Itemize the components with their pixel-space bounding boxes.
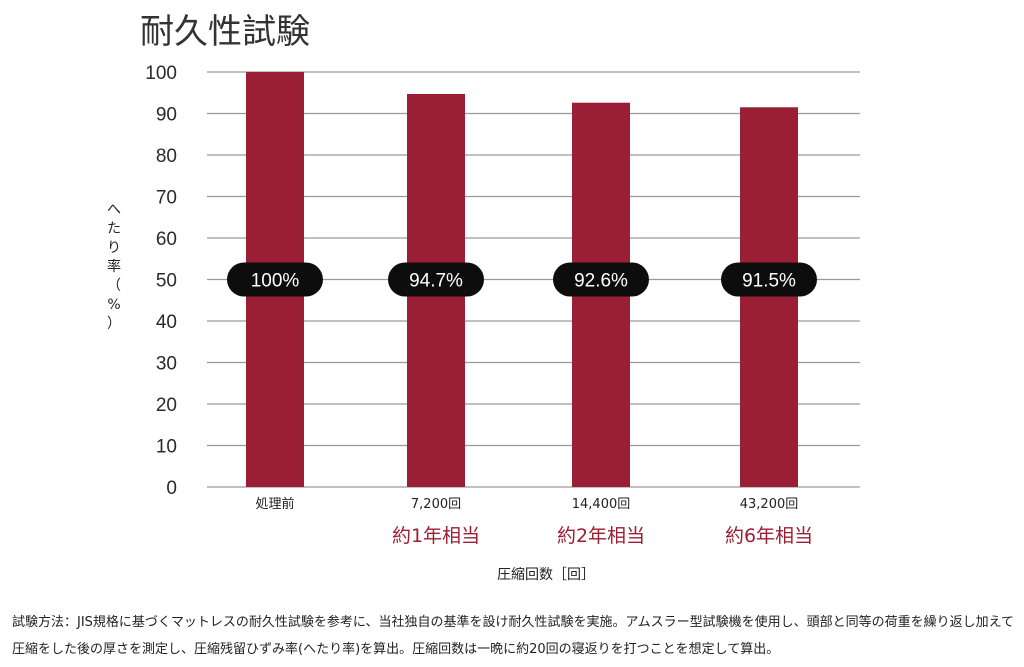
y-tick-label: 80 [156, 146, 177, 167]
y-tick-label: 0 [166, 478, 177, 499]
y-tick-label: 100 [145, 63, 177, 84]
y-tick-label: 40 [156, 312, 177, 333]
x-sub-label: 約1年相当 [392, 525, 480, 547]
x-category-label: 7,200回 [411, 497, 461, 512]
data-label: 92.6% [574, 271, 628, 292]
chart-title: 耐久性試験 [140, 12, 310, 52]
data-label-pill [227, 262, 323, 297]
y-tick-label: 30 [156, 354, 177, 375]
bar [740, 107, 798, 488]
data-label-pill [388, 262, 484, 297]
x-category-label: 処理前 [255, 496, 294, 512]
y-tick-label: 50 [156, 271, 177, 292]
y-tick-labels: 0 10 20 30 40 50 60 70 80 90 100 [145, 63, 177, 499]
x-category-label: 43,200回 [740, 497, 799, 512]
data-label: 100% [251, 271, 300, 292]
x-axis-title: 圧縮回数［回］ [497, 567, 595, 583]
y-tick-label: 90 [156, 105, 177, 126]
y-tick-label: 70 [156, 188, 177, 209]
data-label-pill [553, 262, 649, 297]
x-sub-label: 約2年相当 [557, 525, 645, 547]
y-tick-label: 10 [156, 437, 177, 458]
test-method-note: 試験方法：JIS規格に基づくマットレスの耐久性試験を参考に、当社独自の基準を設け… [12, 615, 1014, 657]
x-category-label: 14,400回 [572, 497, 631, 512]
data-label: 91.5% [742, 271, 796, 292]
data-label-pill [721, 262, 817, 297]
x-sub-label: 約6年相当 [725, 525, 813, 547]
y-tick-label: 20 [156, 395, 177, 416]
y-axis-title: へたり率（%） [107, 202, 121, 332]
data-labels: 100% 94.7% 92.6% 91.5% [227, 262, 817, 297]
y-tick-label: 60 [156, 229, 177, 250]
data-label: 94.7% [409, 271, 463, 292]
bar-chart: 0 10 20 30 40 50 60 70 80 90 100 100% 94.7% 92.6% 91.… [107, 63, 860, 583]
